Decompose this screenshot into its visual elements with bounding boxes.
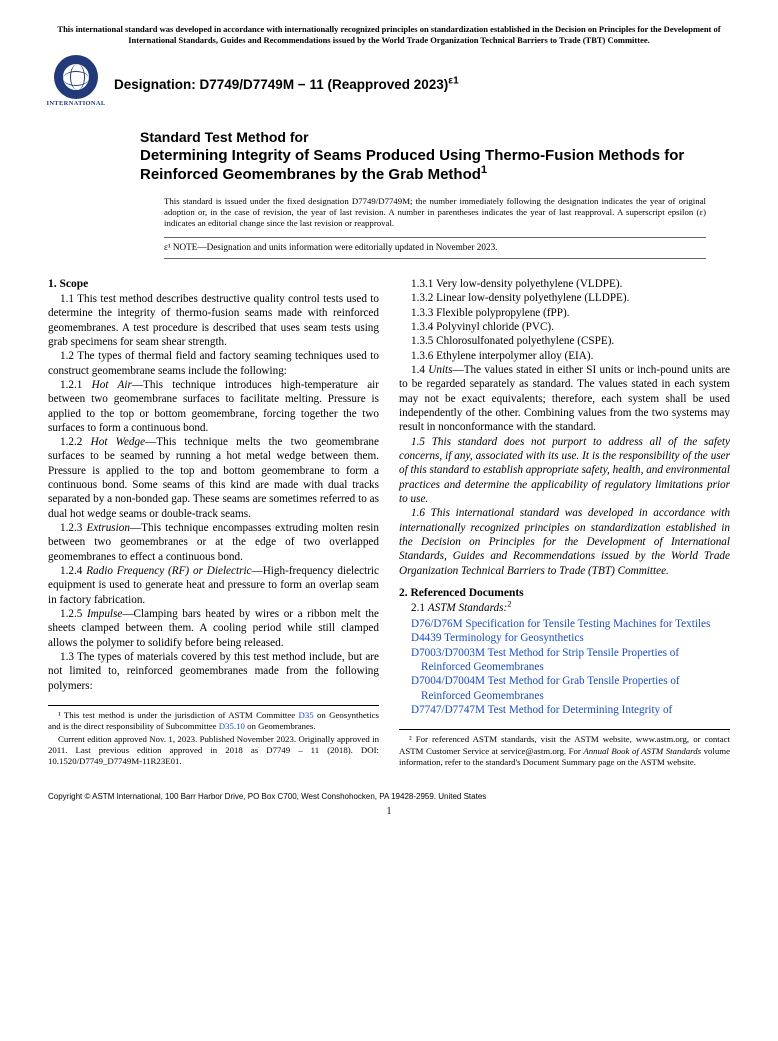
epsilon-note: ε¹ NOTE—Designation and units informatio… — [164, 237, 706, 259]
section-2-head: 2. Referenced Documents — [399, 586, 730, 601]
para-1-3-5: 1.3.5 Chlorosulfonated polyethylene (CSP… — [399, 334, 730, 348]
ref-line: D7747/D7747M Test Method for Determining… — [399, 703, 730, 717]
ref-title-link[interactable]: Terminology for Geosynthetics — [441, 632, 583, 644]
para-1-1: 1.1 This test method describes destructi… — [48, 292, 379, 349]
ref-line: D7004/D7004M Test Method for Grab Tensil… — [399, 674, 730, 703]
header-row: INTERNATIONAL Designation: D7749/D7749M … — [48, 55, 730, 108]
para-1-2-4: 1.2.4 Radio Frequency (RF) or Dielectric… — [48, 564, 379, 607]
para-1-3: 1.3 The types of materials covered by th… — [48, 650, 379, 693]
para-1-5: 1.5 This standard does not purport to ad… — [399, 435, 730, 507]
ref-code-link[interactable]: D7747/D7747M — [411, 704, 485, 716]
issued-note: This standard is issued under the fixed … — [164, 196, 706, 229]
para-1-2-2: 1.2.2 Hot Wedge—This technique melts the… — [48, 435, 379, 521]
title-block: Standard Test Method for Determining Int… — [140, 129, 730, 260]
ref-code-link[interactable]: D7003/D7003M — [411, 647, 485, 659]
title-lead: Standard Test Method for — [140, 129, 730, 147]
top-notice: This international standard was develope… — [48, 24, 730, 45]
astm-logo: INTERNATIONAL — [48, 55, 104, 108]
referenced-standards: D76/D76M Specification for Tensile Testi… — [399, 617, 730, 717]
ref-code-link[interactable]: D7004/D7004M — [411, 675, 485, 687]
section-1-head: 1. Scope — [48, 277, 379, 292]
ref-code-link[interactable]: D4439 — [411, 632, 441, 644]
ref-line: D4439 Terminology for Geosynthetics — [399, 631, 730, 645]
ref-line: D7003/D7003M Test Method for Strip Tensi… — [399, 646, 730, 675]
ref-line: D76/D76M Specification for Tensile Testi… — [399, 617, 730, 631]
para-1-2-5: 1.2.5 Impulse—Clamping bars heated by wi… — [48, 607, 379, 650]
ref-title-link[interactable]: Specification for Tensile Testing Machin… — [463, 618, 711, 630]
para-1-3-2: 1.3.2 Linear low-density polyethylene (L… — [399, 291, 730, 305]
logo-text: INTERNATIONAL — [46, 100, 105, 108]
para-1-3-4: 1.3.4 Polyvinyl chloride (PVC). — [399, 320, 730, 334]
para-1-6: 1.6 This international standard was deve… — [399, 506, 730, 578]
designation: Designation: D7749/D7749M − 11 (Reapprov… — [114, 76, 459, 93]
link-subcommittee-d35-10[interactable]: D35.10 — [219, 721, 245, 731]
ref-title-link[interactable]: Test Method for Determining Integrity of — [485, 704, 672, 716]
ref-code-link[interactable]: D76/D76M — [411, 618, 463, 630]
footnote-1: ¹ This test method is under the jurisdic… — [48, 705, 379, 767]
title-main: Determining Integrity of Seams Produced … — [140, 146, 730, 184]
para-2-1: 2.1 ASTM Standards:2 — [399, 601, 730, 615]
para-1-2: 1.2 The types of thermal field and facto… — [48, 349, 379, 378]
para-1-2-1: 1.2.1 Hot Air—This technique introduces … — [48, 378, 379, 435]
body-columns: 1. Scope 1.1 This test method describes … — [48, 277, 730, 768]
para-1-3-1: 1.3.1 Very low-density polyethylene (VLD… — [399, 277, 730, 291]
para-1-3-3: 1.3.3 Flexible polypropylene (fPP). — [399, 306, 730, 320]
para-1-4: 1.4 Units—The values stated in either SI… — [399, 363, 730, 435]
para-1-3-6: 1.3.6 Ethylene interpolymer alloy (EIA). — [399, 349, 730, 363]
copyright: Copyright © ASTM International, 100 Barr… — [48, 792, 730, 802]
footnote-2: ² For referenced ASTM standards, visit t… — [399, 729, 730, 768]
para-1-2-3: 1.2.3 Extrusion—This technique encompass… — [48, 521, 379, 564]
link-committee-d35[interactable]: D35 — [299, 710, 314, 720]
page-number: 1 — [48, 806, 730, 819]
